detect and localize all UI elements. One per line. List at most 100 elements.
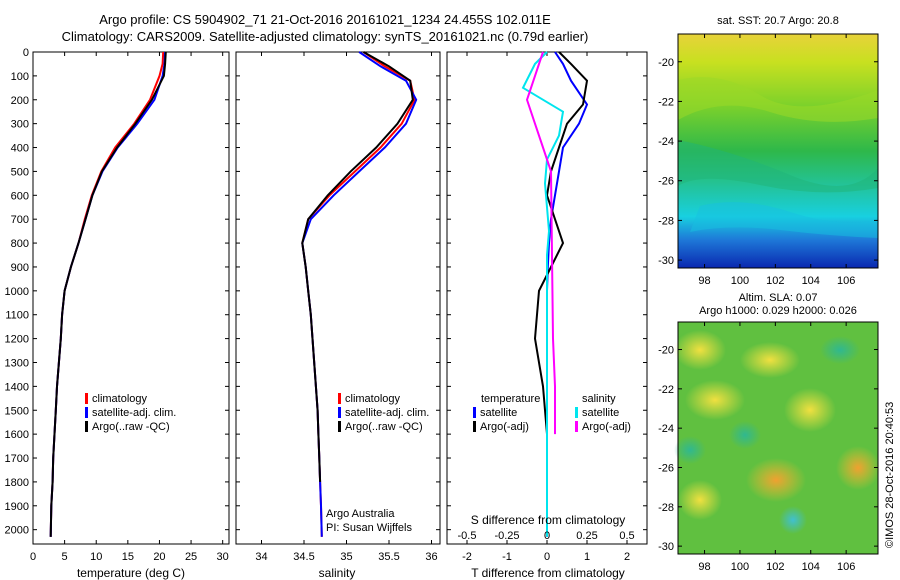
map-x-tick-label: 102 <box>766 561 784 573</box>
difference-legend-temperature-swatch <box>473 407 476 418</box>
x-tick-label: 5 <box>62 551 68 563</box>
salinity-legend-swatch <box>338 407 341 418</box>
temperature-frame <box>32 51 230 545</box>
map-x-tick-label: 104 <box>802 275 820 287</box>
depth-tick-label: 0 <box>23 47 29 59</box>
depth-tick-label: 700 <box>11 214 29 226</box>
plot-title-line2: Climatology: CARS2009. Satellite-adjuste… <box>61 29 589 44</box>
map-y-tick-label: -20 <box>658 345 674 357</box>
series-line <box>525 51 556 435</box>
sst-frame <box>677 33 879 269</box>
sla-frame <box>677 321 879 555</box>
difference-legend-title: salinity <box>582 393 616 405</box>
sla-low-blob <box>674 436 706 464</box>
x-tick-label: 30 <box>217 551 229 563</box>
difference-legend-salinity-label: Argo(-adj) <box>582 421 631 433</box>
salinity-frame <box>235 51 441 545</box>
temperature-legend-label: climatology <box>92 393 148 405</box>
x-tick-label: 25 <box>185 551 197 563</box>
difference-legend-temperature-label: satellite <box>480 407 517 419</box>
temperature-legend-swatch <box>85 421 88 432</box>
depth-tick-label: 1000 <box>5 286 29 298</box>
sst-warm-band <box>678 77 878 122</box>
annotation-line1: Argo Australia <box>326 508 395 520</box>
difference-legend-temperature-swatch <box>473 421 476 432</box>
x-tick-label: 36 <box>425 551 437 563</box>
x-tick-label: 15 <box>122 551 134 563</box>
depth-tick-label: 1900 <box>5 501 29 513</box>
temperature-legend-swatch <box>85 393 88 404</box>
salinity-legend-label: climatology <box>345 393 401 405</box>
x-tick-label: 20 <box>153 551 165 563</box>
series-line <box>49 51 167 537</box>
annotation-line2: PI: Susan Wijffels <box>326 522 412 534</box>
plot-title-line1: Argo profile: CS 5904902_71 21-Oct-2016 … <box>99 12 551 27</box>
map-y-tick-label: -28 <box>658 502 674 514</box>
top-x-tick-label: 0.25 <box>576 530 597 542</box>
map-x-tick-label: 100 <box>731 275 749 287</box>
map-x-tick-label: 100 <box>731 561 749 573</box>
depth-tick-label: 1600 <box>5 429 29 441</box>
x-tick-label: 10 <box>90 551 102 563</box>
difference-panel: -2 -1 0 1 2 -0.5 -0.25 0 0.25 0.5 temperature salin… <box>446 51 648 580</box>
map-y-tick-label: -28 <box>658 215 674 227</box>
map-y-tick-label: -24 <box>658 423 674 435</box>
x-tick-label: 34 <box>255 551 267 563</box>
depth-tick-label: 1100 <box>5 310 29 322</box>
difference-legend-temperature-label: Argo(-adj) <box>480 421 529 433</box>
depth-tick-label: 500 <box>11 166 29 178</box>
salinity-panel: 34 34.5 35 35.5 36 climatology satellite-adj. … <box>235 51 441 580</box>
sla-low-blob <box>729 421 761 449</box>
depth-tick-label: 2000 <box>5 525 29 537</box>
salinity-legend-swatch <box>338 393 341 404</box>
depth-tick-label: 100 <box>11 71 29 83</box>
difference-legend-salinity-swatch <box>575 407 578 418</box>
sla-high-blob <box>678 480 722 520</box>
map-y-tick-label: -26 <box>658 176 674 188</box>
depth-axis: 0 100 200 300 400 500 600 700 800 900 1000 1100 1200… <box>5 47 29 537</box>
depth-tick-label: 800 <box>11 238 29 250</box>
top-x-tick-label: 0 <box>544 530 550 542</box>
map-y-tick-label: -30 <box>658 541 674 553</box>
depth-tick-label: 900 <box>11 262 29 274</box>
sla-high-blob <box>674 330 726 370</box>
map-x-tick-label: 106 <box>837 275 855 287</box>
sla-high-blob <box>746 458 806 502</box>
map-x-tick-label: 102 <box>766 275 784 287</box>
salinity-legend-swatch <box>338 421 341 432</box>
series-line <box>521 51 565 537</box>
x-tick-label: -2 <box>462 551 472 563</box>
sla-high-blob <box>836 446 880 490</box>
x-tick-label: 1 <box>584 551 590 563</box>
map-y-tick-label: -22 <box>658 96 674 108</box>
x-tick-label: 2 <box>624 551 630 563</box>
sla-title-line2: Argo h1000: 0.029 h2000: 0.026 <box>699 305 857 317</box>
map-x-tick-label: 104 <box>802 561 820 573</box>
imos-credit: ©IMOS 28-Oct-2016 20:40:53 <box>884 402 896 548</box>
depth-tick-label: 1700 <box>5 453 29 465</box>
map-x-tick-label: 98 <box>698 275 710 287</box>
difference-xlabel: T difference from climatology <box>471 566 625 580</box>
temperature-legend-swatch <box>85 407 88 418</box>
map-y-tick-label: -30 <box>658 255 674 267</box>
temperature-panel: 0 5 10 15 20 25 30 climatology satellite-adj. cl… <box>30 51 230 580</box>
sla-map-panel: Altim. SLA: 0.07 Argo h1000: 0.029 h2000… <box>658 292 880 573</box>
map-x-tick-label: 106 <box>837 561 855 573</box>
sst-map-panel: sat. SST: 20.7 Argo: 20.8 98 100 102 104 106… <box>658 15 879 287</box>
top-x-tick-label: -0.25 <box>494 530 519 542</box>
x-tick-label: -1 <box>502 551 512 563</box>
series-line <box>49 51 165 537</box>
sst-title: sat. SST: 20.7 Argo: 20.8 <box>717 15 839 27</box>
map-x-tick-label: 98 <box>698 561 710 573</box>
depth-tick-label: 1800 <box>5 477 29 489</box>
sla-low-blob <box>820 336 860 364</box>
x-tick-label: 0 <box>30 551 36 563</box>
sla-title-line1: Altim. SLA: 0.07 <box>739 292 818 304</box>
difference-legend-title: temperature <box>481 393 540 405</box>
series-line <box>301 51 414 482</box>
sla-high-blob <box>740 342 800 378</box>
salinity-xlabel: salinity <box>319 566 356 580</box>
top-x-tick-label: 0.5 <box>619 530 634 542</box>
salinity-legend-label: satellite-adj. clim. <box>345 407 429 419</box>
